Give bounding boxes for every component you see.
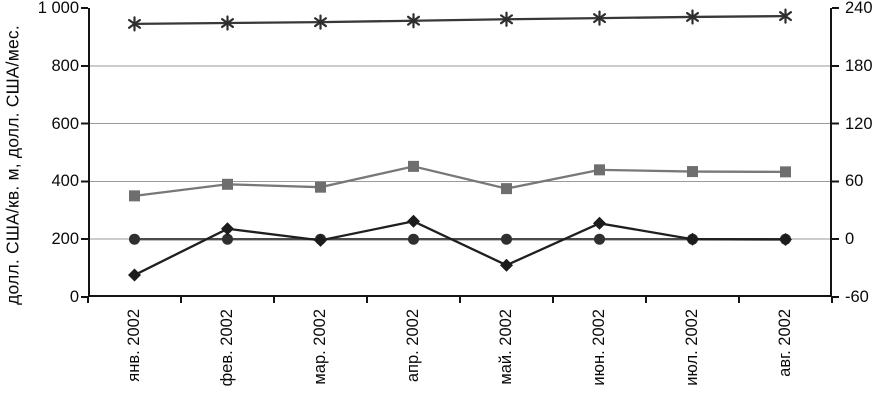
circle-marker	[501, 233, 512, 245]
x-axis-label: мар. 2002	[310, 309, 329, 385]
square-marker	[501, 183, 512, 195]
diamond-marker	[128, 268, 141, 282]
square-series-line	[134, 165, 786, 197]
diamond-series-line	[133, 220, 786, 277]
square-marker	[594, 164, 605, 176]
circle-marker	[129, 233, 140, 245]
asterisk-marker	[407, 13, 420, 29]
asterisk-marker	[500, 11, 513, 27]
circle-marker	[408, 233, 419, 245]
square-marker	[222, 178, 233, 190]
square-marker	[780, 166, 791, 178]
asterisk-marker	[221, 15, 234, 31]
diamond-marker	[593, 216, 606, 230]
right-axis-tick-label: 240	[845, 0, 873, 17]
diamond-marker	[407, 214, 420, 228]
plot-area	[81, 7, 839, 303]
left-axis-tick-label: 400	[51, 172, 79, 191]
left-axis-tick-label: 600	[51, 114, 79, 133]
asterisk-marker	[593, 10, 607, 26]
x-axis-label: фев. 2002	[217, 309, 236, 387]
asterisk-marker	[778, 8, 793, 24]
asterisk-series-line	[134, 14, 786, 26]
left-axis-tick-label: 0	[69, 288, 79, 306]
diamond-marker	[500, 258, 513, 272]
diamond-marker	[686, 232, 699, 246]
right-axis-tick-label: 0	[845, 230, 855, 249]
asterisk-marker	[314, 14, 327, 30]
diamond-marker	[221, 222, 234, 236]
x-axis-label: апр. 2002	[403, 309, 422, 383]
asterisk-marker	[685, 9, 700, 25]
square-marker	[315, 181, 326, 193]
circle-marker	[594, 233, 605, 245]
left-axis-tick-label: 1 000	[37, 0, 79, 17]
diamond-marker	[779, 232, 792, 246]
left-axis-tick-label: 800	[51, 56, 79, 75]
right-axis-tick-label: 180	[845, 56, 873, 75]
x-axis-label: янв. 2002	[124, 309, 143, 382]
right-axis-tick-label: 60	[845, 172, 864, 191]
right-axis-tick-label: 120	[845, 114, 873, 133]
square-marker	[129, 190, 140, 202]
x-axis-label: авг. 2002	[775, 309, 794, 377]
left-axis-tick-label: 200	[51, 230, 79, 249]
right-axis-tick-label: -60	[845, 288, 869, 306]
x-axis-label: июл. 2002	[682, 309, 701, 386]
x-axis-label: июн. 2002	[589, 309, 608, 386]
diamond-marker	[314, 233, 327, 247]
asterisk-marker	[127, 16, 142, 32]
square-marker	[408, 160, 419, 172]
x-axis-label: май. 2002	[496, 309, 515, 385]
circle-marker	[222, 233, 233, 245]
square-marker	[687, 166, 698, 178]
